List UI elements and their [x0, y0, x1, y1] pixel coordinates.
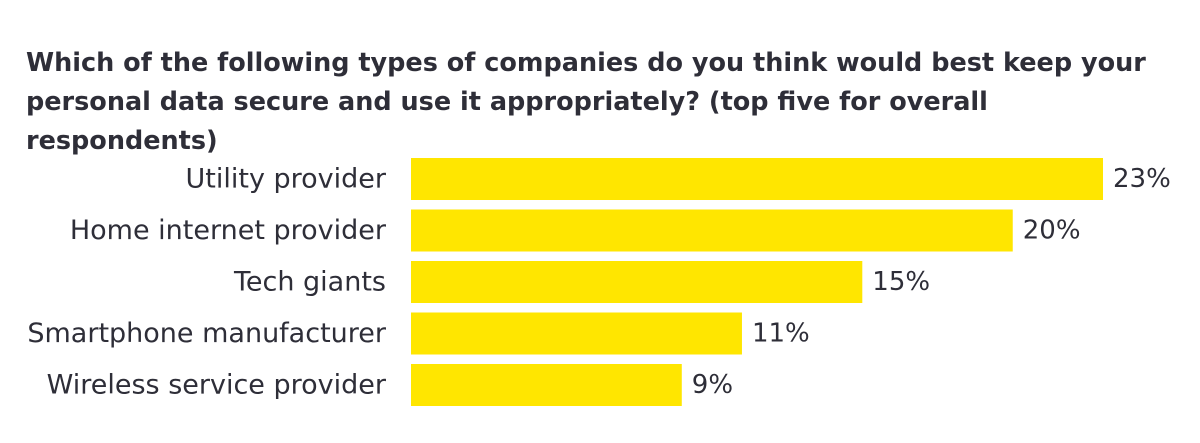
- bar: [411, 364, 682, 406]
- category-label: Tech giants: [233, 267, 386, 298]
- category-label: Smartphone manufacturer: [27, 318, 387, 349]
- bar: [411, 209, 1013, 252]
- bars-group: Utility provider 23% Home internet provide…: [27, 158, 1171, 406]
- bar: [411, 158, 1103, 200]
- value-label: 9%: [692, 370, 733, 400]
- bar: [411, 261, 863, 303]
- value-label: 15%: [872, 267, 930, 297]
- value-label: 11%: [752, 319, 810, 349]
- category-label: Wireless service provider: [47, 370, 387, 401]
- category-label: Home internet provider: [70, 215, 387, 246]
- value-label: 23%: [1113, 164, 1171, 194]
- bar: [411, 312, 742, 355]
- value-label: 20%: [1023, 216, 1081, 246]
- category-label: Utility provider: [186, 164, 387, 195]
- chart-title: Which of the following types of companie…: [26, 48, 1146, 156]
